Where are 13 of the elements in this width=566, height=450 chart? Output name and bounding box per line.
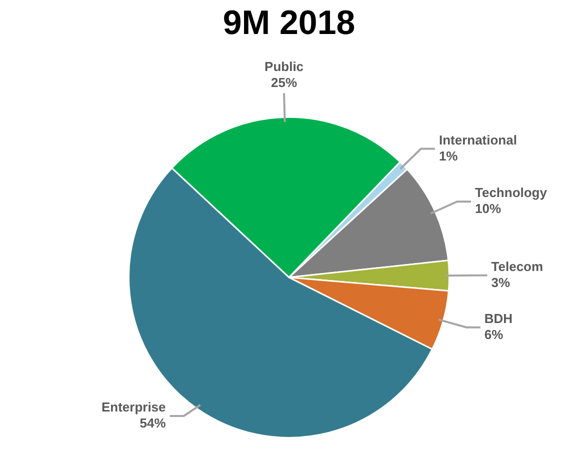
data-label: 6% <box>484 326 504 342</box>
data-label: 3% <box>491 274 511 290</box>
data-label: 1% <box>438 148 458 164</box>
chart-title: 9M 2018 <box>222 4 356 42</box>
slice-label: Public <box>264 58 304 74</box>
data-label: 10% <box>474 201 502 216</box>
data-label: 25% <box>271 74 298 90</box>
slice-label: Technology <box>474 185 548 200</box>
data-label: 54% <box>140 416 166 431</box>
slice-label: International <box>438 132 517 148</box>
slice-label: Enterprise <box>101 400 166 415</box>
slice-label: Telecom <box>491 258 544 274</box>
slice-label: BDH <box>484 310 513 326</box>
